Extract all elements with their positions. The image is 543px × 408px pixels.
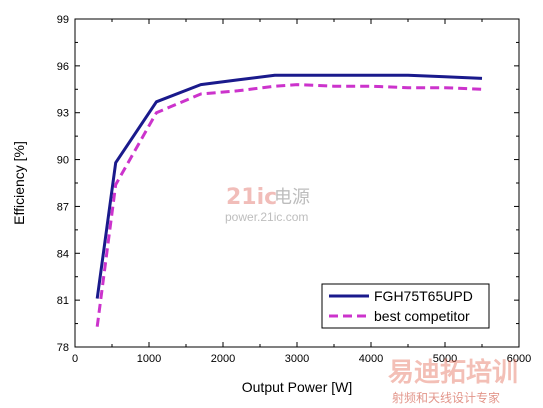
- site-watermark-subtitle: 射频和天线设计专家: [392, 390, 500, 405]
- legend-label-best-competitor: best competitor: [374, 308, 470, 324]
- site-watermark-title: 易迪拓培训: [388, 358, 518, 388]
- y-axis-title: Efficiency [%]: [11, 141, 27, 225]
- y-tick-label: 93: [57, 108, 69, 120]
- brand-watermark-mark: 21ic: [226, 185, 277, 210]
- tick-marks: [74, 18, 520, 348]
- x-tick-label: 2000: [211, 353, 235, 365]
- legend-box: [321, 283, 490, 329]
- brand-watermark-cn: 电源: [274, 187, 310, 207]
- brand-watermark: 21ic 电源 power.21ic.com: [225, 185, 310, 224]
- x-tick-label: 6000: [507, 353, 531, 365]
- x-tick-label: 3000: [285, 353, 309, 365]
- x-tick-label: 1000: [137, 353, 161, 365]
- y-tick-label: 90: [57, 155, 69, 167]
- site-watermark: 易迪拓培训 射频和天线设计专家: [388, 358, 518, 405]
- y-tick-label: 81: [57, 295, 69, 307]
- legend: FGH75T65UPD best competitor: [321, 283, 490, 329]
- y-tick-labels: 78 81 84 87 90 93 96 99: [57, 14, 69, 354]
- x-tick-label: 0: [72, 353, 78, 365]
- legend-label-fgh75t65upd: FGH75T65UPD: [374, 288, 473, 304]
- y-tick-label: 96: [57, 61, 69, 73]
- y-tick-label: 99: [57, 14, 69, 26]
- y-tick-label: 87: [57, 201, 69, 213]
- brand-watermark-url: power.21ic.com: [225, 210, 308, 224]
- series-layer: [95, 73, 483, 327]
- x-axis-title: Output Power [W]: [242, 379, 352, 395]
- series-line-fgh75t65upd: [95, 73, 483, 299]
- series-line-best-competitor: [95, 83, 483, 327]
- x-tick-labels: 0 1000 2000 3000 4000 5000 6000: [72, 353, 531, 365]
- y-tick-label: 78: [57, 342, 69, 354]
- x-tick-label: 4000: [359, 353, 383, 365]
- y-tick-label: 84: [57, 248, 69, 260]
- x-tick-label: 5000: [433, 353, 457, 365]
